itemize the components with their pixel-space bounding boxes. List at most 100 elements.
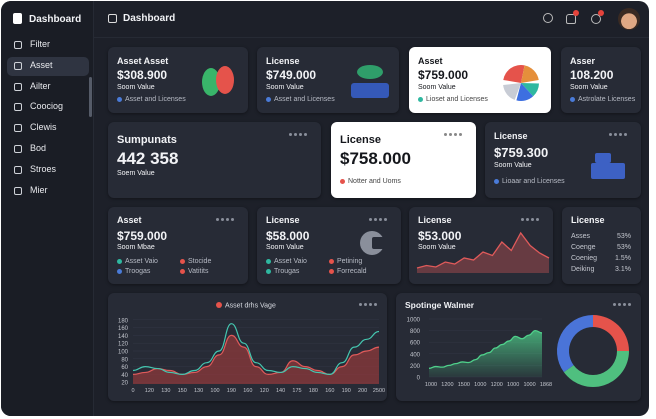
more-dot[interactable] [449,133,452,136]
more-dot[interactable] [374,303,377,306]
sidebar-title: Dashboard [29,14,82,25]
menu-item[interactable]: Coociog [30,101,64,111]
card-title: Asset [117,215,142,225]
menu-item[interactable]: Clewis [30,122,57,132]
notifications-button[interactable] [566,14,576,24]
card-title: License [266,56,300,66]
card: License Asses 53% Coenge 53% Coenieg 1.5% Deiki… [562,207,641,284]
card-value: $58.000 [266,229,310,243]
legend-dot [180,259,185,264]
card-value: $759.000 [418,68,469,82]
more-dot[interactable] [369,218,372,221]
card [396,293,641,401]
sidebar: Dashboard Filter Asset Ailter Coociog Clewis… [1,1,94,416]
info-button[interactable] [543,13,553,23]
active-item[interactable] [7,57,89,76]
more-dot[interactable] [369,303,372,306]
logo [13,13,22,24]
legend-dot [180,269,185,274]
row-label: Coenge [571,244,596,251]
card-caption: Soem Value [117,170,155,177]
more-dot[interactable] [624,133,627,136]
legend-label: Lioset and Licenses [426,96,488,103]
more-dot[interactable] [304,133,307,136]
menu-icon [14,41,22,49]
more-dot[interactable] [444,133,447,136]
more-dot[interactable] [231,218,234,221]
card: Sumpunats 442 358 Soem Value [108,122,321,198]
more-dot[interactable] [526,218,529,221]
legend-dot [117,97,122,102]
card: License $749.000 Soom Value Asset and Licen… [257,47,399,113]
legend-dot [418,97,423,102]
card-title: License [494,131,528,141]
legend-label: Asset Vaio [274,258,307,265]
more-dot[interactable] [619,133,622,136]
topbar-icon [108,14,117,23]
more-dot[interactable] [216,218,219,221]
more-dot[interactable] [521,218,524,221]
card-title: Asset Asset [117,56,169,66]
card-title: License [418,215,452,225]
menu-item[interactable]: Bod [30,143,47,153]
more-dot[interactable] [359,303,362,306]
row-value: 53% [616,244,631,251]
card-title: License [266,215,300,225]
legend-dot [266,259,271,264]
more-dot[interactable] [618,303,621,306]
legend-dot [266,269,271,274]
menu-item[interactable]: Stroes [30,164,57,174]
card-value: $749.000 [266,68,317,82]
legend-label: Asset and Licenses [274,96,335,103]
card-caption: Soom Value [266,244,304,251]
more-dot[interactable] [609,133,612,136]
avatar[interactable] [618,8,640,30]
more-dot[interactable] [374,218,377,221]
legend-label: Forrecald [337,268,367,275]
more-dot[interactable] [614,133,617,136]
legend-label: Notter and Uoms [348,178,401,185]
card [108,293,387,401]
more-dot[interactable] [454,133,457,136]
card-value: $759.300 [494,145,549,160]
badge [598,10,604,16]
more-dot[interactable] [221,218,224,221]
more-dot[interactable] [289,133,292,136]
card: License $759.300 Soom Value Lioaar and Lice… [485,122,641,198]
more-dot[interactable] [299,133,302,136]
scrollbar[interactable] [89,77,92,117]
more-dot[interactable] [531,218,534,221]
card-value: 442 358 [117,149,179,168]
refresh-button[interactable] [591,14,601,24]
menu-item[interactable]: Asset [30,60,53,70]
more-dot[interactable] [459,133,462,136]
card-caption: Soom Mbae [117,244,155,251]
legend-label: Asset and Licenses [125,96,186,103]
more-dot[interactable] [613,303,616,306]
more-dot[interactable] [536,218,539,221]
menu-item[interactable]: Ailter [30,81,51,91]
card-value: $53.000 [418,229,462,243]
legend-label: Vatitits [188,268,209,275]
menu-item[interactable]: Filter [30,39,50,49]
card: License $758.000 Notter and Uoms [331,122,476,198]
more-dot[interactable] [623,303,626,306]
legend-dot [266,97,271,102]
card-value: 108.200 [570,68,614,82]
dashboard: Dashboard Filter Asset Ailter Coociog Clewis… [1,1,649,416]
more-dot[interactable] [379,218,382,221]
more-dot[interactable] [226,218,229,221]
divider [93,37,649,38]
legend-label: Troogas [125,268,151,275]
more-dot[interactable] [384,218,387,221]
more-dot[interactable] [628,303,631,306]
legend-label: Astrolate Licenses [578,96,636,103]
menu-item[interactable]: Mier [30,185,48,195]
more-dot[interactable] [364,303,367,306]
menu-icon [14,145,22,153]
more-dot[interactable] [294,133,297,136]
row-value: 53% [616,233,631,240]
menu-icon [14,187,22,195]
legend-label: Lioaar and Licenses [502,178,565,185]
card: Asset $759.000 Soom Mbae Asset Vaio Stocide T… [108,207,248,284]
